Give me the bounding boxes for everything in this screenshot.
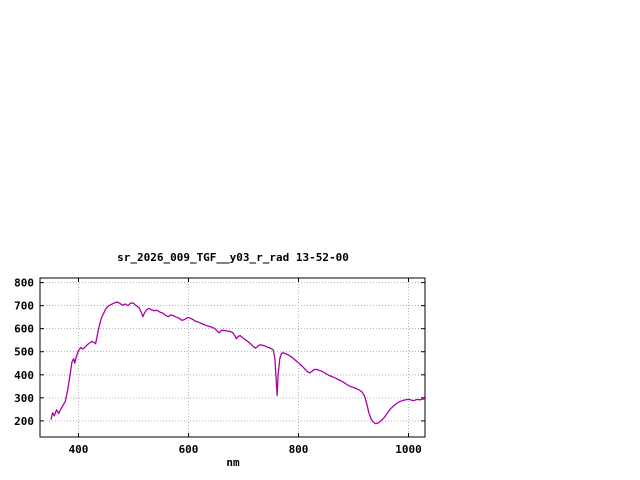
plot-area: 400 600 800 1000 200 300 400 500 600 700 800 [14, 277, 426, 456]
y-tick-label: 300 [14, 392, 34, 405]
chart-title: sr_2026_009_TGF__y03_r_rad 13-52-00 [117, 251, 349, 264]
y-tick-label: 700 [14, 300, 34, 313]
x-tick-label: 600 [179, 443, 199, 456]
x-tick-label: 1000 [395, 443, 422, 456]
y-tick-label: 500 [14, 346, 34, 359]
x-tick-label: 800 [289, 443, 309, 456]
x-axis-label: nm [226, 456, 240, 469]
spectrum-line [50, 301, 426, 425]
x-tick-label: 400 [69, 443, 89, 456]
y-tick-label: 600 [14, 323, 34, 336]
y-tick-label: 400 [14, 369, 34, 382]
y-tick-label: 200 [14, 415, 34, 428]
y-tick-label: 800 [14, 277, 34, 290]
plot-border [39, 277, 426, 438]
